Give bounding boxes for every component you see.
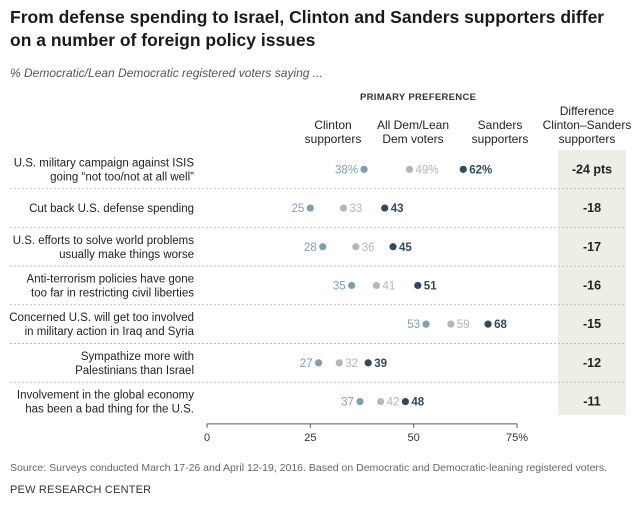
difference-value: -18	[583, 201, 601, 215]
sanders-value-label: 48	[411, 397, 424, 409]
sanders-value-label: 51	[424, 280, 437, 292]
sanders-dot	[381, 204, 389, 212]
sanders-dot	[389, 243, 397, 251]
clinton-value-label: 28	[304, 242, 317, 254]
row-label: too far in restricting civil liberties	[31, 287, 194, 299]
clinton-value-label: 35	[333, 280, 346, 292]
sanders-value-label: 45	[399, 242, 412, 254]
clinton-dot	[306, 204, 314, 212]
source-note: Source: Surveys conducted March 17-26 an…	[10, 462, 608, 474]
row-label: Palestinians than Israel	[75, 365, 194, 377]
difference-column-band	[558, 150, 626, 415]
sanders-dot	[401, 397, 409, 406]
clinton-value-label: 37	[341, 397, 354, 409]
clinton-dot	[315, 359, 323, 367]
primary-preference-heading: PRIMARY PREFERENCE	[360, 92, 477, 103]
all-dem-value-label: 32	[345, 358, 358, 370]
sanders-dot	[414, 281, 422, 290]
clinton-dot	[319, 243, 327, 251]
sanders-dot	[364, 359, 372, 367]
chart-subtitle: % Democratic/Lean Democratic registered …	[10, 66, 323, 80]
all-dem-dot	[352, 243, 360, 251]
clinton-value-label: 27	[300, 358, 313, 370]
row-label: Cut back U.S. defense spending	[29, 203, 194, 215]
clinton-value-label: 25	[292, 203, 305, 215]
sanders-value-label: 68	[494, 319, 507, 331]
difference-value: -11	[583, 395, 600, 409]
row-label: Concerned U.S. will get too involved	[9, 312, 194, 324]
difference-value: -24 pts	[572, 162, 612, 176]
all-dem-value-label: 41	[382, 280, 395, 292]
all-dem-dot	[335, 359, 343, 367]
clinton-dot	[348, 281, 356, 290]
sanders-value-label: 62%	[469, 164, 492, 176]
row-label: going “not too/not at all well”	[50, 171, 194, 183]
clinton-value-label: 38%	[335, 164, 358, 176]
sanders-dot	[459, 165, 467, 173]
all-dem-dot	[405, 165, 414, 173]
all-dem-value-label: 33	[349, 203, 362, 215]
all-dem-value-label: 36	[362, 242, 375, 254]
chart-title: From defense spending to Israel, Clinton…	[10, 7, 605, 50]
clinton-dot	[356, 397, 364, 406]
clinton-dot	[422, 320, 430, 328]
difference-column-header: Difference Clinton–Sanders supporters	[542, 104, 632, 146]
all-dem-dot	[339, 204, 347, 212]
clinton-value-label: 53	[407, 319, 420, 331]
all-dem-value-label: 49%	[416, 164, 439, 176]
all-dem-dot	[372, 281, 381, 290]
sanders-value-label: 39	[374, 358, 387, 370]
row-label: has been a bad thing for the U.S.	[25, 404, 194, 416]
organization-credit: PEW RESEARCH CENTER	[10, 484, 152, 496]
row-label: Sympathize more with	[81, 351, 194, 363]
all-dem-dot	[377, 397, 385, 406]
all-dem-value-label: 42	[387, 397, 400, 409]
row-label: Anti-terrorism policies have gone	[27, 273, 194, 285]
x-tick-label: 0	[204, 432, 210, 444]
x-tick-label: 50	[408, 432, 420, 444]
x-tick-label: 25	[304, 432, 316, 444]
row-label: in military action in Iraq and Syria	[25, 326, 195, 338]
x-tick-label: 75%	[506, 432, 528, 444]
row-label: Involvement in the global economy	[17, 390, 194, 402]
row-label: U.S. efforts to solve world problems	[13, 235, 195, 247]
difference-value: -16	[583, 278, 601, 292]
sanders-value-label: 43	[391, 203, 404, 215]
clinton-dot	[360, 165, 368, 173]
difference-value: -15	[583, 317, 601, 331]
difference-value: -12	[583, 356, 601, 370]
all-dem-value-label: 59	[457, 319, 470, 331]
all-dem-column-header: All Dem/Lean Dem voters	[376, 118, 450, 146]
difference-value: -17	[583, 240, 601, 254]
clinton-column-header: Clinton supporters	[304, 118, 362, 146]
sanders-dot	[484, 320, 492, 328]
sanders-column-header: Sanders supporters	[471, 118, 529, 146]
row-label: U.S. military campaign against ISIS	[14, 157, 195, 169]
all-dem-dot	[447, 320, 455, 328]
row-label: usually make things worse	[59, 249, 194, 261]
